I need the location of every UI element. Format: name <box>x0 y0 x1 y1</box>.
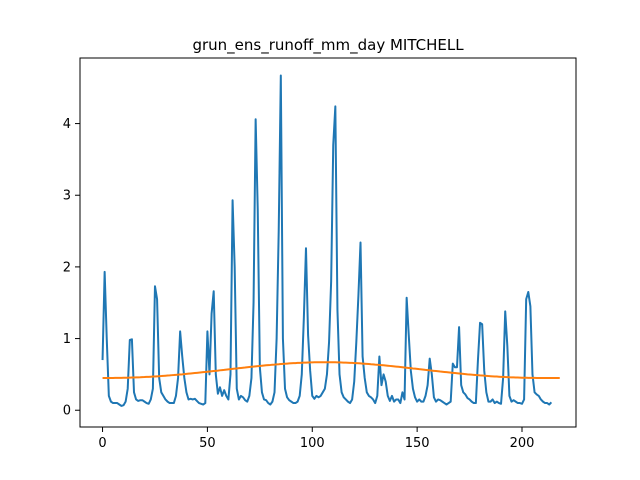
y-tick-label: 1 <box>63 332 71 347</box>
x-tick-label: 50 <box>199 436 216 451</box>
series-1-line <box>102 361 560 379</box>
axes-frame <box>79 57 577 428</box>
x-tick-label: 200 <box>510 436 535 451</box>
y-tick-label: 2 <box>63 260 71 275</box>
y-tick-label: 4 <box>63 117 71 132</box>
x-axis: 0 50 100 150 200 <box>98 427 534 451</box>
y-tick-label: 0 <box>63 404 71 419</box>
x-tick-label: 0 <box>98 436 106 451</box>
chart-title: grun_ens_runoff_mm_day MITCHELL <box>192 36 464 55</box>
y-axis: 0 1 2 3 4 <box>63 117 80 419</box>
x-tick-label: 100 <box>300 436 325 451</box>
x-tick-label: 150 <box>405 436 430 451</box>
y-tick-label: 3 <box>63 189 71 204</box>
series-0-line <box>101 74 553 407</box>
plot-area <box>101 74 560 407</box>
